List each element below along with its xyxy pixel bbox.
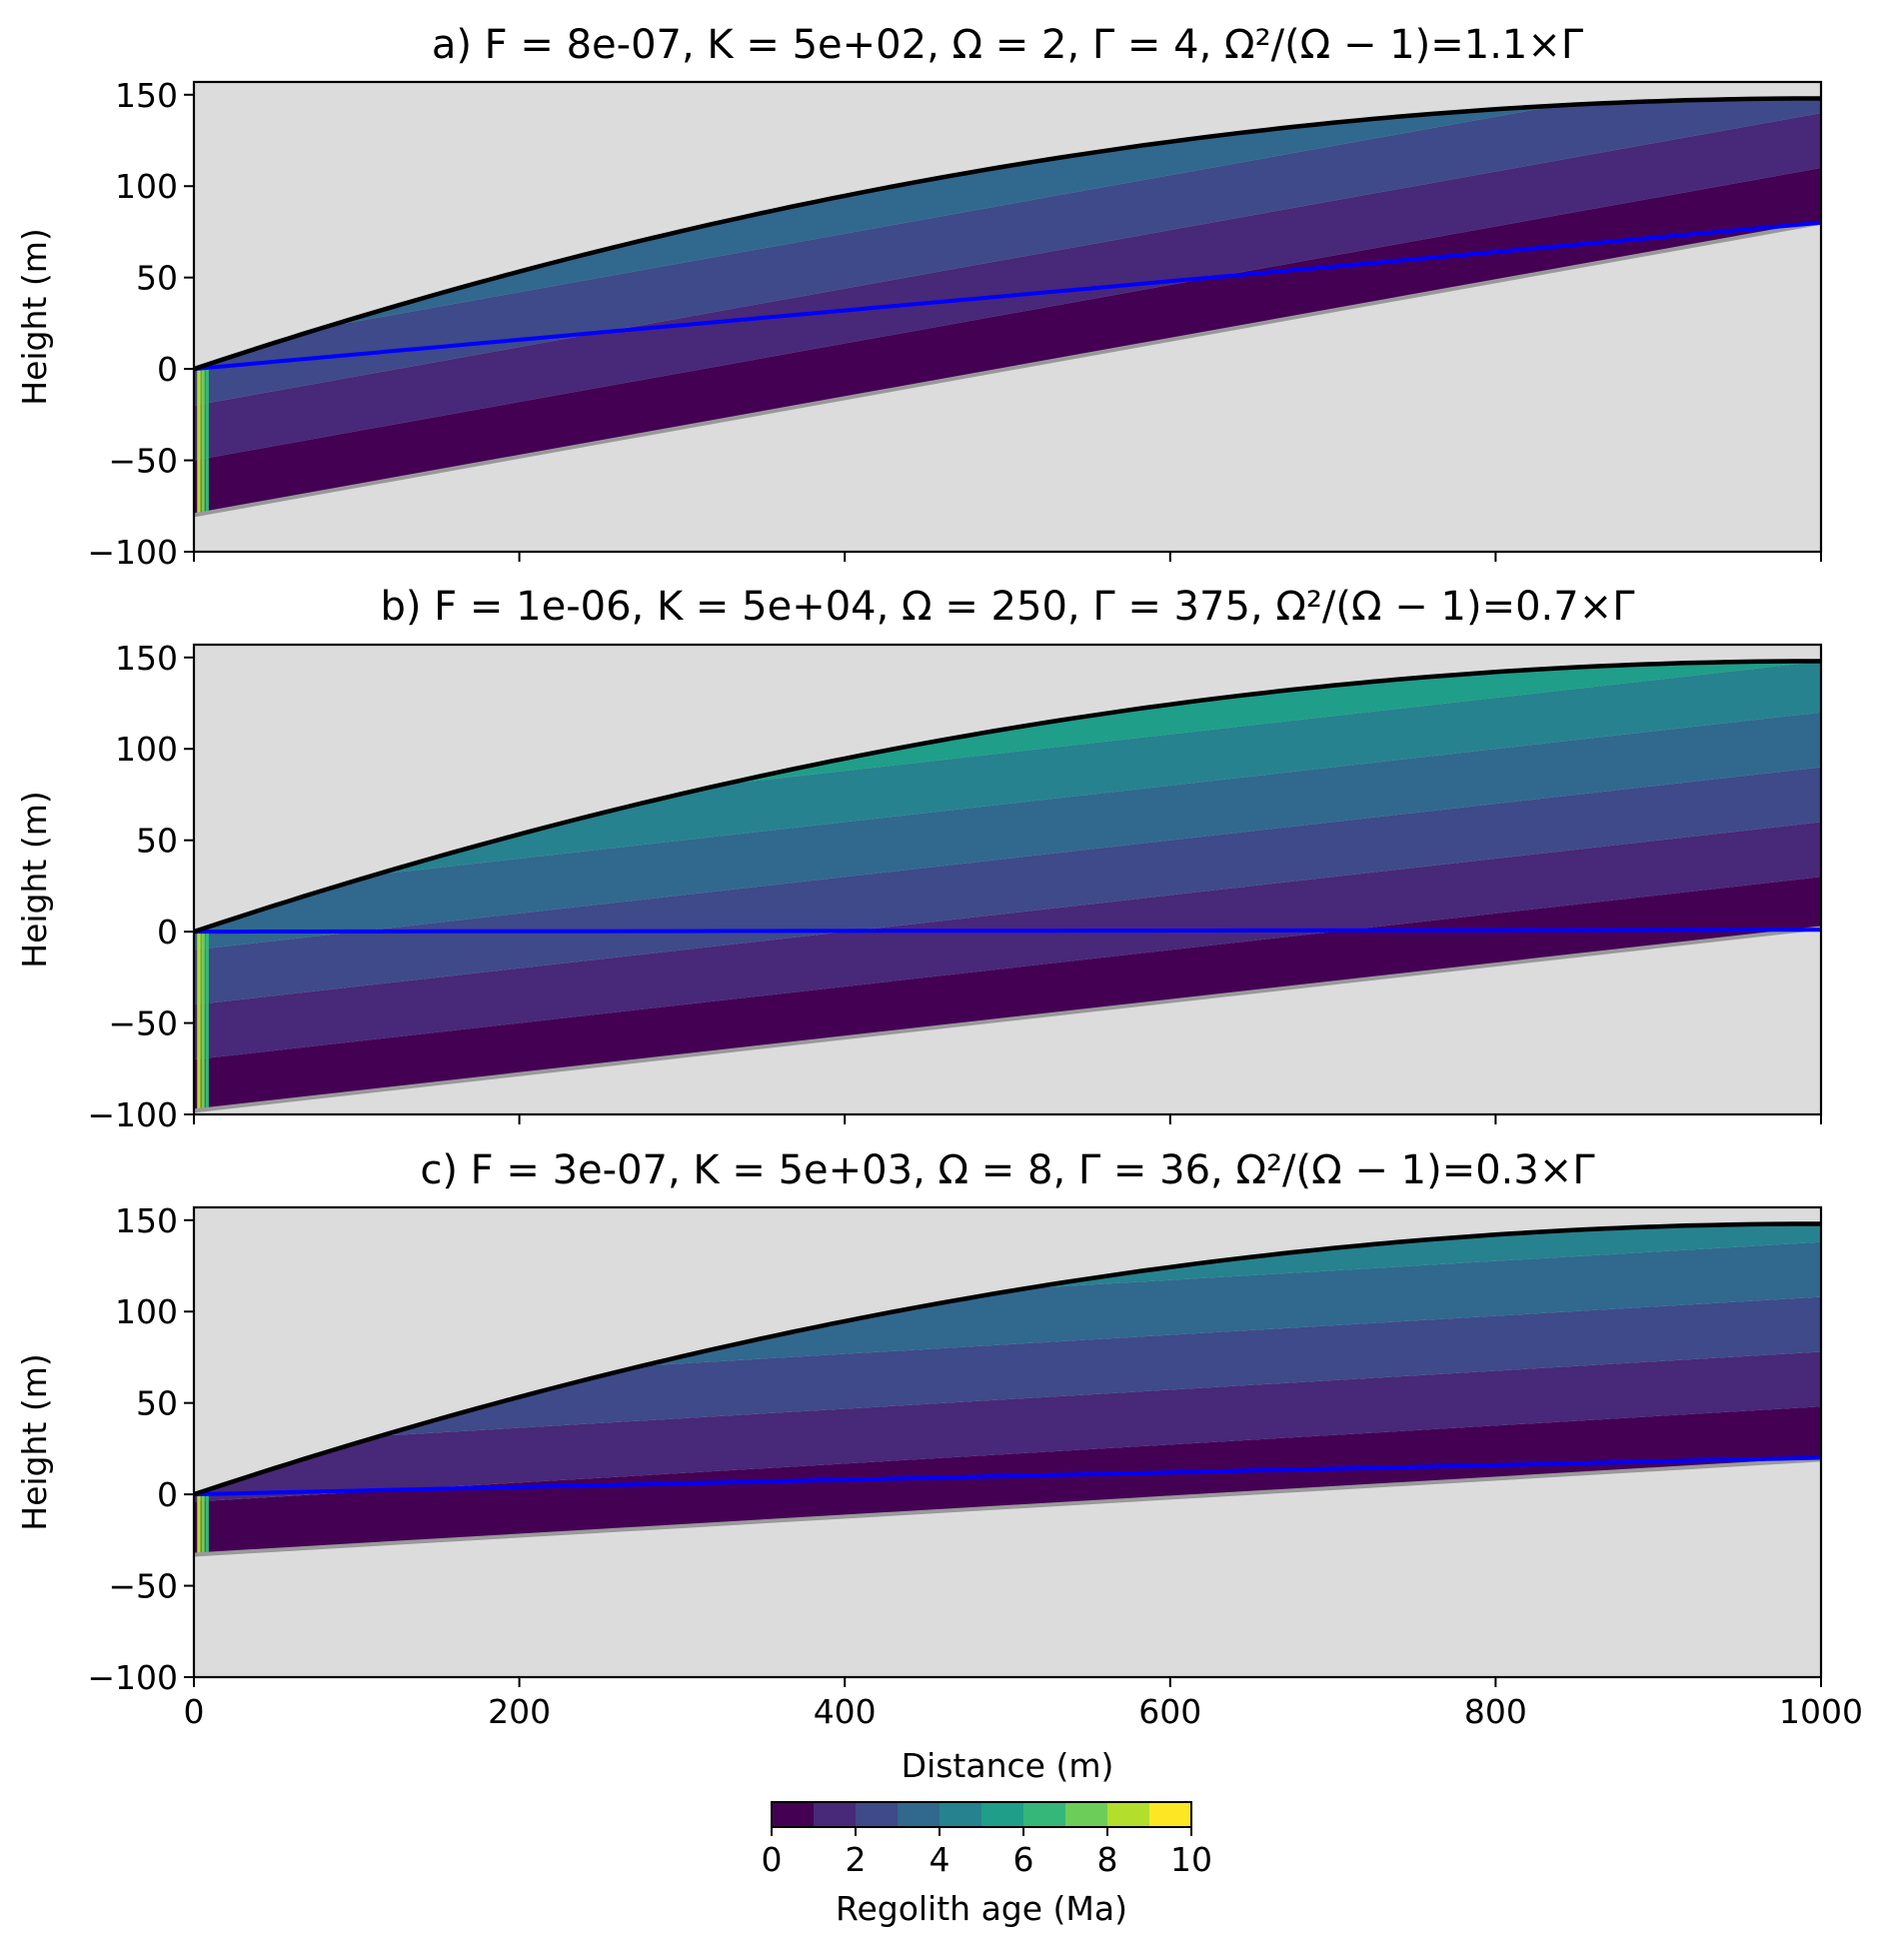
y-tick-label: 100 xyxy=(115,730,178,769)
y-tick-label: 0 xyxy=(157,913,178,952)
colorbar-frame xyxy=(771,1801,1192,1828)
axes-frame xyxy=(192,643,1823,1116)
x-axis-label-group: Distance (m) xyxy=(902,1746,1114,1785)
y-tick-label: −50 xyxy=(108,1567,178,1606)
y-tick-label: −100 xyxy=(87,533,178,572)
y-tick-label: 100 xyxy=(115,1292,178,1331)
colorbar-segment xyxy=(1107,1802,1150,1827)
colorbar-label-group: Regolith age (Ma) xyxy=(836,1889,1127,1928)
colorbar-segment xyxy=(940,1802,982,1827)
x-tick-label: 400 xyxy=(814,1692,877,1731)
young-regolith-stripe xyxy=(205,932,209,1110)
y-tick-label: 0 xyxy=(157,1475,178,1514)
young-regolith-stripe xyxy=(197,1494,201,1555)
y-tick-label: −100 xyxy=(87,1095,178,1134)
colorbar-segment xyxy=(1149,1802,1192,1827)
age-band xyxy=(194,1351,1821,1502)
young-regolith-stripe xyxy=(197,369,201,515)
surface-line xyxy=(194,659,1821,935)
young-regolith-stripe xyxy=(205,1494,209,1555)
age-band xyxy=(194,767,1821,1005)
colorbar-segment xyxy=(814,1802,857,1827)
bedrock-line xyxy=(194,1457,1821,1557)
y-tick-label: −50 xyxy=(108,1004,178,1043)
plot-area xyxy=(194,82,1821,552)
colorbar-segment xyxy=(1065,1802,1108,1827)
age-band xyxy=(194,168,1821,516)
y-tick-label: 50 xyxy=(136,259,178,298)
age-band xyxy=(194,877,1821,1111)
colorbar: 0 2 4 6 8 10 xyxy=(762,1801,1212,1879)
plot-area xyxy=(194,645,1821,1114)
panel-b: 150 100 50 0 −50 −100 Height (m) b) F = 1e-06, … xyxy=(15,584,1823,1134)
y-tick-label: 150 xyxy=(115,639,178,678)
young-regolith-stripe xyxy=(201,932,205,1110)
young-regolith-stripe xyxy=(205,369,209,515)
colorbar-segment xyxy=(898,1802,941,1827)
y-axis-label: Height (m) xyxy=(15,791,54,968)
y-tick-label: 0 xyxy=(157,350,178,389)
regolith-age-bands xyxy=(194,98,1821,516)
age-band xyxy=(194,661,1821,896)
x-tick-label: 200 xyxy=(488,1692,551,1731)
x-tick-label: 0 xyxy=(184,1692,205,1731)
x-tick-label: 800 xyxy=(1464,1692,1527,1731)
panel-title: a) F = 8e-07, K = 5e+02, Ω = 2, Γ = 4, Ω… xyxy=(432,22,1584,68)
colorbar-segment xyxy=(1023,1802,1066,1827)
young-regolith-stripe xyxy=(201,1494,205,1555)
axes-frame xyxy=(192,80,1823,554)
age-band xyxy=(194,1296,1821,1447)
axes-frame xyxy=(192,1205,1823,1679)
panel-title: b) F = 1e-06, K = 5e+04, Ω = 250, Γ = 37… xyxy=(380,584,1635,630)
bedrock-line xyxy=(194,926,1821,1113)
colorbar-segment xyxy=(772,1802,815,1827)
age-band xyxy=(194,1406,1821,1555)
y-tick-label: −50 xyxy=(108,442,178,481)
panel-title: c) F = 3e-07, K = 5e+03, Ω = 8, Γ = 36, … xyxy=(420,1147,1595,1193)
colorbar-tick-label: 6 xyxy=(1013,1840,1034,1879)
y-tick-label: 100 xyxy=(115,167,178,206)
colorbar-segment xyxy=(981,1802,1024,1827)
age-band xyxy=(194,98,1821,351)
young-regolith-stripe xyxy=(197,932,201,1110)
y-tick-label: 50 xyxy=(136,1384,178,1423)
surface-line xyxy=(194,1221,1821,1497)
y-tick-label: 50 xyxy=(136,822,178,861)
y-axis-label: Height (m) xyxy=(15,1353,54,1530)
x-tick-label: 600 xyxy=(1138,1692,1201,1731)
colorbar-tick-label: 0 xyxy=(762,1840,783,1879)
y-axis-label: Height (m) xyxy=(15,228,54,405)
water-table-line xyxy=(194,928,1821,935)
panel-a: 150 100 50 0 −50 −100 Height (m) a) F = 8e-07, … xyxy=(15,22,1823,572)
y-tick-label: −100 xyxy=(87,1658,178,1697)
y-tick-label: 150 xyxy=(115,1201,178,1240)
colorbar-label: Regolith age (Ma) xyxy=(836,1889,1127,1928)
surface-line xyxy=(194,96,1821,372)
x-tick-label: 1000 xyxy=(1779,1692,1863,1731)
water-table-line xyxy=(194,1455,1821,1497)
plot-area xyxy=(194,1207,1821,1677)
x-axis-label: Distance (m) xyxy=(902,1746,1114,1785)
colorbar-tick-label: 8 xyxy=(1097,1840,1118,1879)
colorbar-tick-label: 2 xyxy=(846,1840,867,1879)
age-band xyxy=(194,712,1821,951)
age-band xyxy=(194,822,1821,1060)
young-regolith-stripe xyxy=(201,369,205,515)
y-tick-label: 150 xyxy=(115,76,178,115)
panels: 150 100 50 0 −50 −100 Height (m) a) F = 8e-07, … xyxy=(15,22,1863,1731)
colorbar-tick-label: 4 xyxy=(930,1840,950,1879)
age-band xyxy=(194,113,1821,461)
water-table-line xyxy=(194,220,1821,372)
colorbar-tick-label: 10 xyxy=(1170,1840,1212,1879)
age-band xyxy=(194,98,1821,406)
bedrock-line xyxy=(194,220,1821,518)
colorbar-segment xyxy=(856,1802,899,1827)
